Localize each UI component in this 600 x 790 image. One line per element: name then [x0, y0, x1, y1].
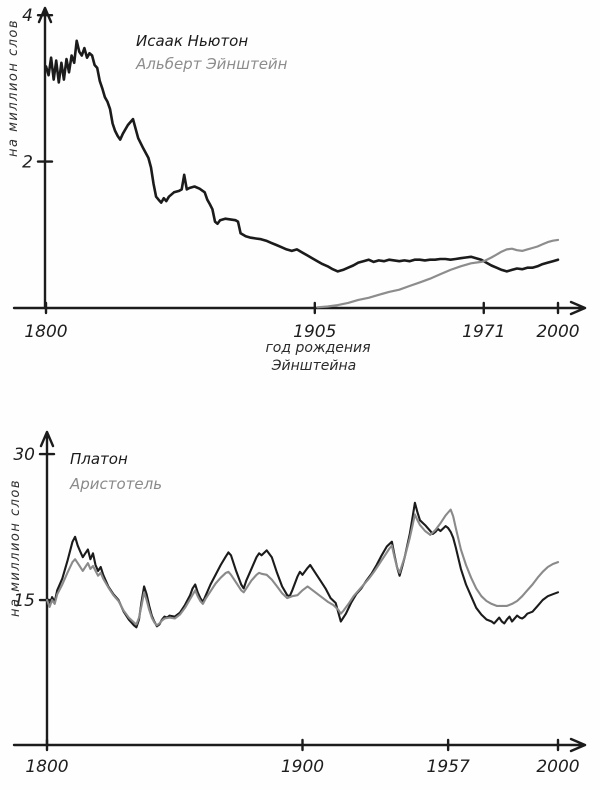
y-axis: [37, 6, 53, 310]
x-tick-label: 1800: [25, 757, 68, 777]
series-line-top-1: [316, 238, 560, 309]
y-tick-label: 15: [13, 591, 35, 611]
legend-entry: Платон: [70, 450, 128, 468]
legend-entry: Исаак Ньютон: [136, 32, 248, 50]
chart-top-plot-area: 1800 1905 1971 2000 2 4 Исаак Ньютон Альберт Эй…: [12, 6, 587, 342]
x-tick-label: 1957: [427, 757, 470, 777]
legend-entry: Аристотель: [69, 475, 162, 493]
y-axis-label-top: на миллион слов: [6, 19, 21, 157]
chart-plato-aristotle: 1800 1900 1957 2000 15 30 Платон Аристотель на …: [8, 430, 587, 777]
einstein-birth-annotation-line2: Эйнштейна: [271, 358, 356, 374]
y-axis: [39, 430, 55, 747]
y-tick-label: 2: [22, 153, 33, 173]
einstein-birth-annotation-line1: год рождения: [265, 340, 370, 356]
x-axis: [12, 300, 587, 316]
series-line-bottom-1: [45, 508, 560, 627]
x-tick-label: 1905: [293, 322, 336, 342]
y-axis-label-bottom: на миллион слов: [8, 479, 23, 617]
x-tick-label: 2000: [536, 757, 579, 777]
chart-newton-einstein: 1800 1905 1971 2000 2 4 Исаак Ньютон Альберт Эй…: [6, 6, 587, 374]
x-axis: [12, 737, 587, 753]
series-line-top-0: [44, 39, 560, 273]
x-tick-label: 1971: [462, 322, 505, 342]
x-tick-label: 1900: [281, 757, 324, 777]
y-tick-label: 30: [13, 445, 35, 465]
x-tick-label: 1800: [24, 322, 67, 342]
chart-bottom-plot-area: 1800 1900 1957 2000 15 30 Платон Аристотель: [12, 430, 587, 777]
x-tick-label: 2000: [536, 322, 579, 342]
legend-entry: Альберт Эйнштейн: [135, 55, 288, 73]
y-tick-label: 4: [22, 6, 33, 26]
